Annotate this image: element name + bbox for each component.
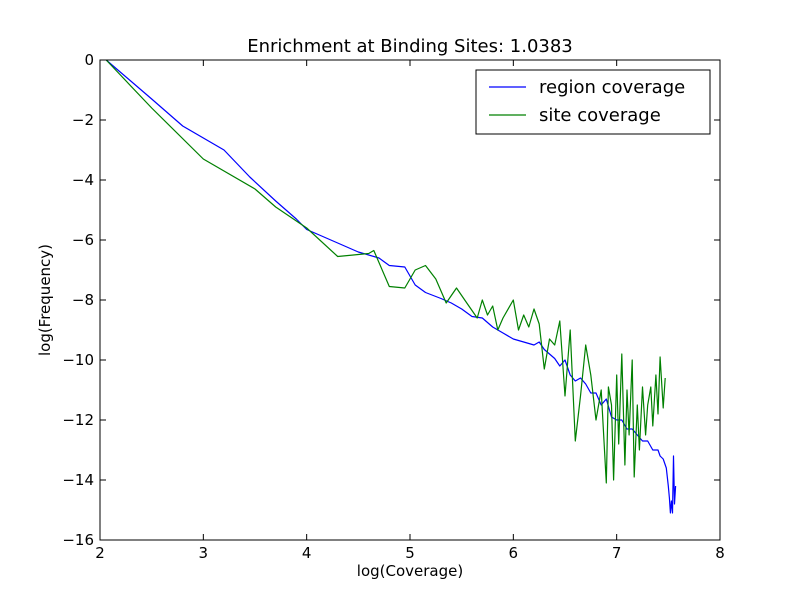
y-tick-label: −16 (62, 531, 94, 549)
x-tick-label: 4 (302, 544, 312, 562)
y-tick-label: −6 (72, 231, 94, 249)
x-tick-label: 8 (715, 544, 725, 562)
plot-area: 2 3 4 5 6 7 8 0 −2 −4 −6 −8 −10 −12 −14 −16 (62, 51, 724, 562)
y-axis-ticks: 0 −2 −4 −6 −8 −10 −12 −14 −16 (62, 51, 720, 549)
series-line-site-coverage (105, 59, 666, 484)
plot-background (100, 60, 720, 540)
legend: region coverage site coverage (475, 69, 711, 135)
y-axis-label: log(Frequency) (36, 244, 54, 356)
legend-label-region-coverage: region coverage (539, 77, 685, 98)
x-tick-label: 7 (612, 544, 622, 562)
series-layer (105, 59, 677, 514)
x-tick-label: 5 (405, 544, 415, 562)
legend-box (475, 69, 711, 135)
y-tick-label: −2 (72, 111, 94, 129)
series-line-region-coverage (105, 59, 677, 514)
y-tick-label: −10 (62, 351, 94, 369)
chart-title: Enrichment at Binding Sites: 1.0383 (247, 36, 573, 57)
y-tick-label: 0 (84, 51, 94, 69)
y-tick-label: −12 (62, 411, 94, 429)
y-tick-label: −14 (62, 471, 94, 489)
x-tick-label: 2 (95, 544, 105, 562)
x-axis-label: log(Coverage) (357, 562, 463, 580)
x-axis-ticks: 2 3 4 5 6 7 8 (95, 60, 725, 562)
x-tick-label: 6 (509, 544, 519, 562)
y-tick-label: −8 (72, 291, 94, 309)
legend-label-site-coverage: site coverage (539, 105, 661, 126)
y-tick-label: −4 (72, 171, 94, 189)
x-tick-label: 3 (199, 544, 209, 562)
